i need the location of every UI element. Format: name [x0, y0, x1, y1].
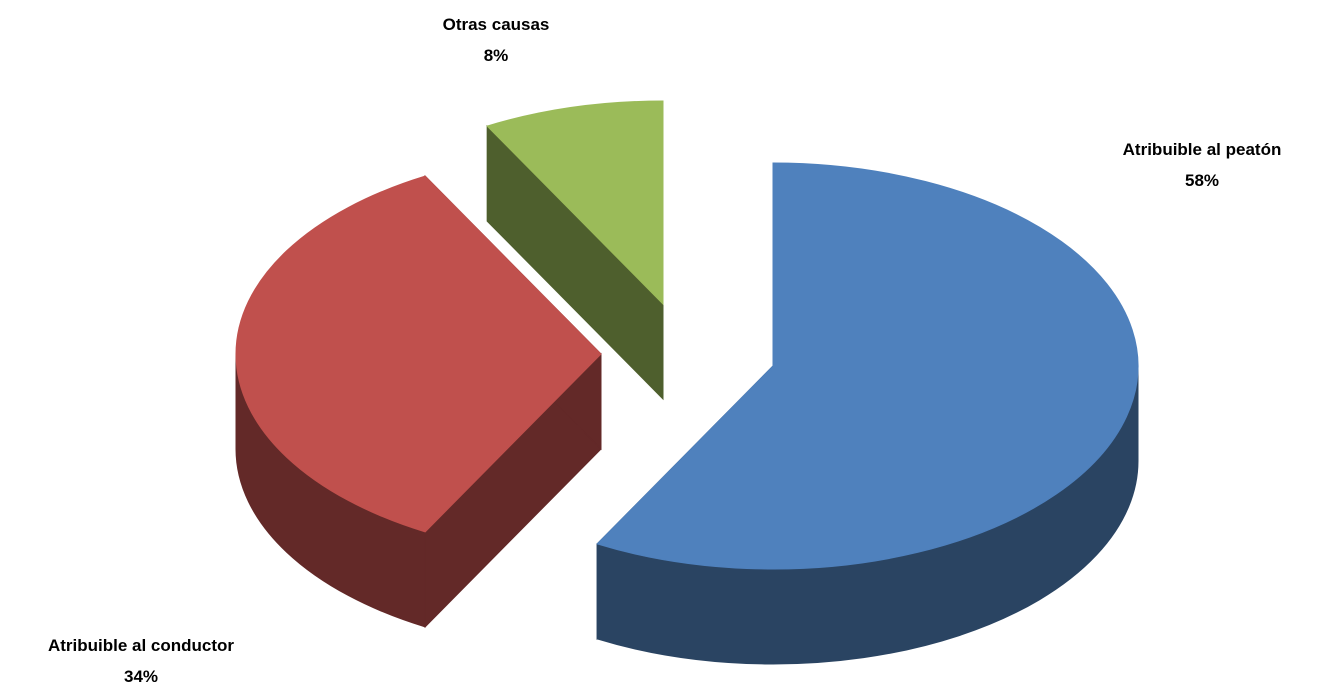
data-label-name: Atribuible al conductor [48, 630, 234, 661]
data-label-value: 58% [1123, 165, 1282, 196]
pie-slice-atribuible-al-peaton [597, 163, 1138, 664]
data-label-otras: Otras causas 8% [443, 9, 550, 71]
data-label-name: Otras causas [443, 9, 550, 40]
data-label-peaton: Atribuible al peatón 58% [1123, 134, 1282, 196]
data-label-value: 8% [443, 40, 550, 71]
data-label-value: 34% [48, 661, 234, 692]
data-label-name: Atribuible al peatón [1123, 134, 1282, 165]
data-label-conductor: Atribuible al conductor 34% [48, 630, 234, 692]
